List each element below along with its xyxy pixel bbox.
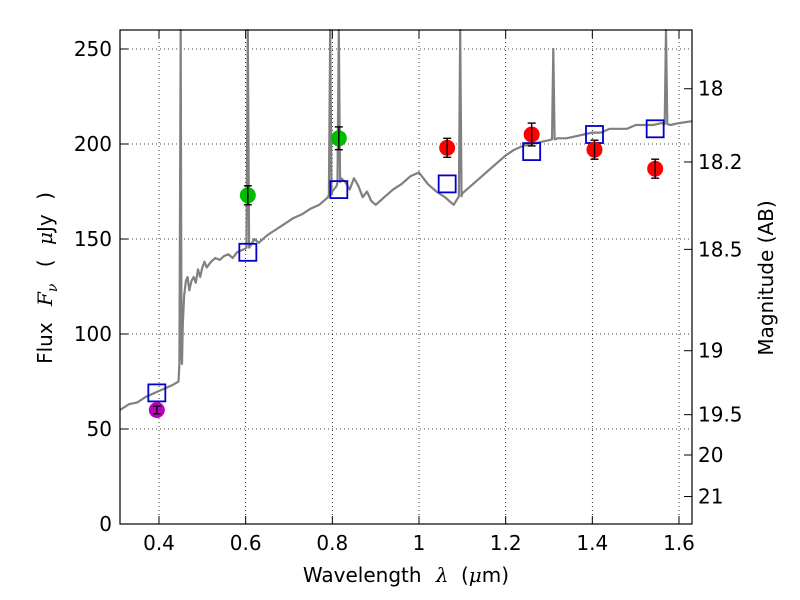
grid bbox=[120, 30, 692, 525]
y-tick-label: 50 bbox=[87, 417, 112, 441]
x-axis-title-unit-open: ( bbox=[461, 563, 469, 587]
y2-tick-label: 18 bbox=[698, 77, 723, 101]
y-axis-title-unit-rest: Jy bbox=[33, 214, 57, 234]
y-tick-label: 200 bbox=[74, 132, 112, 156]
x-axis-title-symbol: λ bbox=[435, 563, 449, 587]
y-tick-label: 100 bbox=[74, 322, 112, 346]
x-tick-label: 1 bbox=[413, 531, 426, 555]
y-axis-title-text: Flux bbox=[33, 322, 57, 364]
y-tick-label: 150 bbox=[74, 227, 112, 251]
y-axis-title: Flux Fν ( μJy ) bbox=[33, 192, 62, 364]
x-axis-title-text: Wavelength bbox=[303, 563, 422, 587]
x-tick-label: 1.2 bbox=[490, 531, 522, 555]
y-axis-title-unit-close: ) bbox=[33, 192, 57, 200]
x-axis-title-unit-rest: m) bbox=[482, 563, 509, 587]
model-point bbox=[238, 242, 258, 262]
y-axis-title-unit-mu: μ bbox=[33, 232, 57, 245]
x-axis-title: Wavelength λ (μm) bbox=[303, 563, 509, 587]
model-photometry-layer bbox=[147, 119, 665, 403]
y2-tick-label: 21 bbox=[698, 485, 723, 509]
y-tick-label: 250 bbox=[74, 37, 112, 61]
x-tick-label: 1.4 bbox=[576, 531, 608, 555]
model-point bbox=[329, 180, 349, 200]
y-tick-label: 0 bbox=[99, 512, 112, 536]
x-tick-label: 0.8 bbox=[316, 531, 348, 555]
y2-tick-label: 18.5 bbox=[698, 237, 743, 261]
model-point bbox=[437, 174, 457, 194]
model-point bbox=[147, 383, 167, 403]
y2-tick-label: 19.5 bbox=[698, 403, 743, 427]
model-point bbox=[645, 119, 665, 139]
y2-axis-title: Magnitude (AB) bbox=[754, 200, 778, 355]
y-axis-title-subscript: ν bbox=[45, 283, 61, 292]
x-tick-label: 0.4 bbox=[143, 531, 175, 555]
y2-tick-label: 20 bbox=[698, 443, 723, 467]
x-tick-label: 1.6 bbox=[663, 531, 695, 555]
plot-frame bbox=[119, 29, 693, 525]
y-axis-title-symbol: F bbox=[33, 291, 57, 307]
y2-tick-label: 18.2 bbox=[698, 150, 743, 174]
spectrum-line bbox=[119, 28, 693, 411]
axis-ticks: 0.4 0.6 0.8 1 1.2 1.4 1.6 0 50 100 150 200 250 18 18.2… bbox=[74, 30, 743, 555]
x-axis-title-unit-mu: μ bbox=[469, 563, 482, 587]
spectrum-layer bbox=[119, 28, 693, 411]
y-axis-title-unit-open: ( bbox=[33, 259, 57, 267]
x-tick-label: 0.6 bbox=[230, 531, 262, 555]
y2-tick-label: 19 bbox=[698, 339, 723, 363]
observed-photometry-layer bbox=[148, 122, 664, 418]
